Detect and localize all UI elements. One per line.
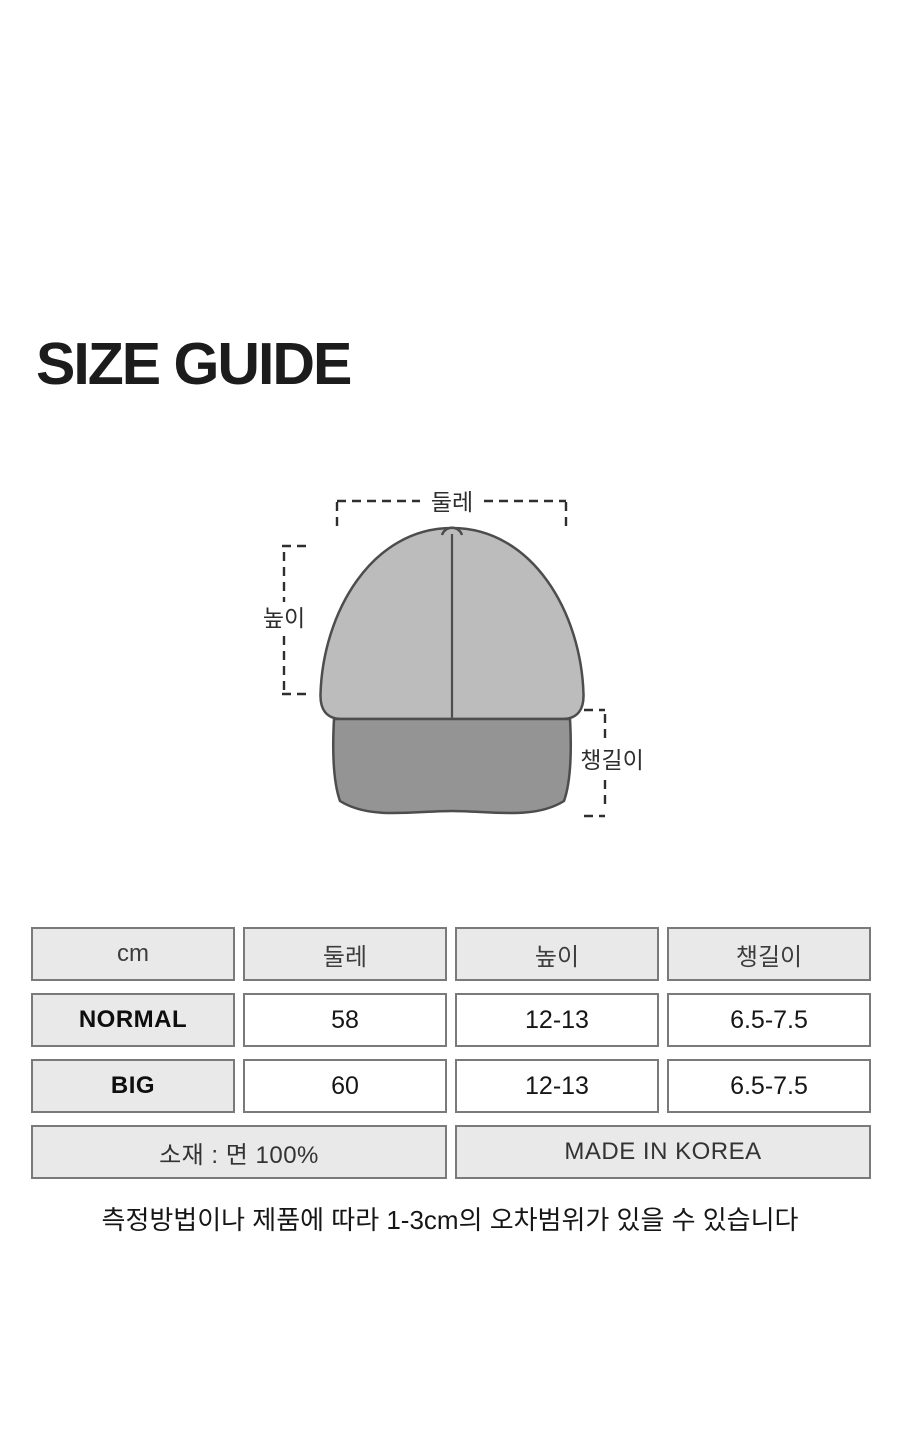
row-label-big: BIG bbox=[31, 1059, 235, 1113]
table-header-brim-length: 챙길이 bbox=[667, 927, 871, 981]
table-header-unit: cm bbox=[31, 927, 235, 981]
big-height-value: 12-13 bbox=[455, 1059, 659, 1113]
big-brim-length-value: 6.5-7.5 bbox=[667, 1059, 871, 1113]
brim-length-marker bbox=[584, 708, 607, 818]
circumference-marker bbox=[335, 499, 568, 530]
big-circumference-value: 60 bbox=[243, 1059, 447, 1113]
size-table: cm 둘레 높이 챙길이 NORMAL 58 12-13 6.5-7.5 BIG… bbox=[31, 927, 871, 1179]
brim-length-label: 챙길이 bbox=[580, 747, 643, 773]
cap-measurement-diagram: 둘레 높이 챙길이 bbox=[250, 460, 670, 860]
page-title: SIZE GUIDE bbox=[36, 331, 352, 397]
normal-brim-length-value: 6.5-7.5 bbox=[667, 993, 871, 1047]
material-cell: 소재 : 면 100% bbox=[31, 1125, 447, 1179]
height-marker bbox=[282, 544, 312, 696]
cap-diagram-svg: 둘레 높이 챙길이 bbox=[263, 489, 644, 818]
tolerance-note: 측정방법이나 제품에 따라 1-3cm의 오차범위가 있을 수 있습니다 bbox=[101, 1205, 799, 1235]
height-label: 높이 bbox=[263, 605, 305, 631]
row-label-normal: NORMAL bbox=[31, 993, 235, 1047]
normal-circumference-value: 58 bbox=[243, 993, 447, 1047]
table-header-circumference: 둘레 bbox=[243, 927, 447, 981]
circumference-label: 둘레 bbox=[431, 489, 473, 515]
table-header-height: 높이 bbox=[455, 927, 659, 981]
cap-button-icon bbox=[440, 526, 464, 536]
normal-height-value: 12-13 bbox=[455, 993, 659, 1047]
made-in-cell: MADE IN KOREA bbox=[455, 1125, 871, 1179]
cap-brim bbox=[332, 717, 572, 815]
